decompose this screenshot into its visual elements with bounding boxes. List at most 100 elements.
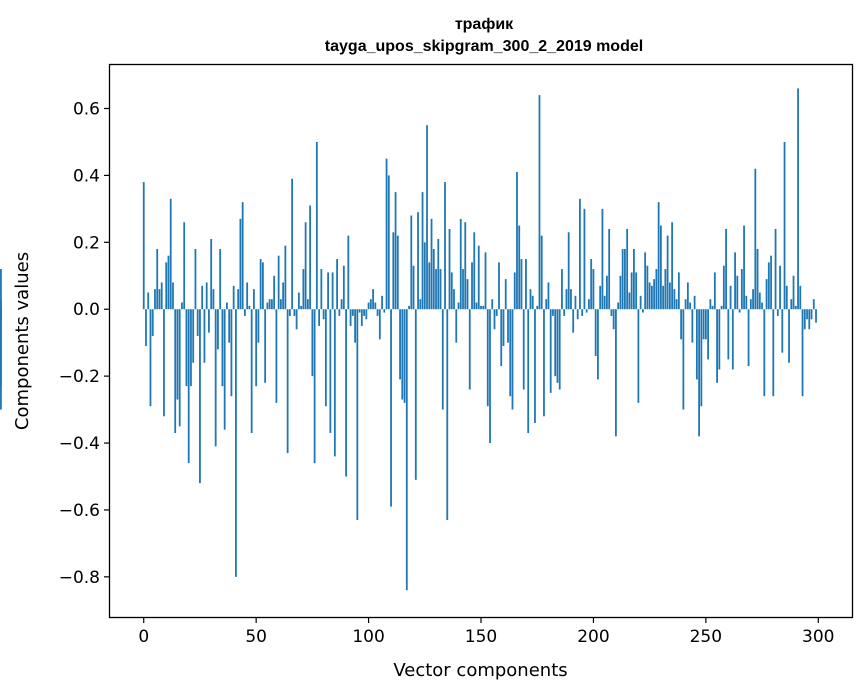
bar-138 <box>453 289 455 310</box>
bar-86 <box>336 259 338 310</box>
bar-75 <box>311 309 314 377</box>
bar-207 <box>608 228 611 310</box>
bar-52 <box>259 259 262 310</box>
bar-110 <box>390 309 392 507</box>
bar-19 <box>185 309 188 387</box>
bar-294 <box>803 309 806 330</box>
bar-291 <box>797 88 799 310</box>
bar-159 <box>500 309 503 367</box>
bar-160 <box>502 309 505 347</box>
bar-9 <box>163 309 165 417</box>
bar-69 <box>297 292 300 310</box>
bar-93 <box>351 309 354 316</box>
bar-171 <box>527 309 530 433</box>
bar-187 <box>563 309 566 316</box>
bar-277 <box>765 279 768 310</box>
bar-192 <box>574 295 577 310</box>
bar-279 <box>770 255 772 310</box>
bar-120 <box>412 265 415 310</box>
bar-68 <box>295 309 298 330</box>
bar-2 <box>147 292 150 310</box>
bar-284 <box>781 309 784 353</box>
bar-148 <box>475 302 478 310</box>
x-tick-label-0: 0 <box>138 627 149 647</box>
bar-268 <box>745 295 748 310</box>
bar-121 <box>414 309 417 480</box>
bar-109 <box>387 175 390 310</box>
bar-230 <box>659 225 662 310</box>
bar-88 <box>340 299 343 310</box>
bar-210 <box>615 309 617 437</box>
bar-231 <box>662 285 665 310</box>
bar-248 <box>700 309 703 407</box>
bar-167 <box>518 225 521 310</box>
bar-253 <box>711 305 714 310</box>
bar-135 <box>446 309 449 520</box>
bar-126 <box>426 125 428 310</box>
bar-44 <box>241 202 244 310</box>
bar-95 <box>356 309 359 520</box>
bar-26 <box>201 285 204 310</box>
bar-125 <box>423 242 426 310</box>
bar-143 <box>464 222 467 310</box>
bar-62 <box>282 282 285 310</box>
bar-22 <box>192 309 195 363</box>
bar-35 <box>221 309 224 387</box>
bar-18 <box>183 222 186 310</box>
bar-153 <box>486 309 489 407</box>
bar-131 <box>437 238 440 310</box>
bar-178 <box>543 309 545 417</box>
x-tick-label-250: 250 <box>690 627 722 647</box>
bar-157 <box>495 309 498 316</box>
bar-107 <box>383 309 386 313</box>
bar-193 <box>576 309 579 320</box>
bar-40 <box>232 285 235 310</box>
bar-158 <box>498 262 500 310</box>
bar-173 <box>531 295 534 310</box>
bar-13 <box>172 282 174 310</box>
bar-242 <box>686 282 689 310</box>
bar-197 <box>585 309 588 313</box>
bar-76 <box>313 309 316 464</box>
bar-264 <box>736 275 739 310</box>
bar-199 <box>590 259 593 310</box>
y-tick-label-5: 0.2 <box>73 233 100 253</box>
bar-235 <box>671 222 674 310</box>
bar-77 <box>315 141 318 310</box>
bar-280 <box>772 309 775 397</box>
bar-190 <box>570 289 572 310</box>
bar-71 <box>302 269 305 310</box>
bar-200 <box>592 269 595 310</box>
bar-74 <box>309 205 312 310</box>
bar-177 <box>540 235 543 310</box>
x-tick-label-200: 200 <box>577 627 609 647</box>
bar-281 <box>774 228 777 310</box>
bar-36 <box>223 309 226 430</box>
bar-25 <box>199 309 201 484</box>
bar-133 <box>441 309 444 410</box>
bar-176 <box>538 95 541 310</box>
bar-161 <box>504 279 507 310</box>
bar-295 <box>806 309 808 320</box>
bar-45 <box>244 309 246 316</box>
bar-108 <box>385 158 388 310</box>
bar-266 <box>740 269 743 310</box>
bar-66 <box>291 178 294 310</box>
bar-21 <box>190 309 192 387</box>
bar-297 <box>810 309 813 320</box>
bar-252 <box>709 299 712 310</box>
bar-132 <box>439 269 442 310</box>
bar-183 <box>554 309 557 377</box>
bar-282 <box>776 309 779 316</box>
bar-263 <box>734 252 736 310</box>
y-tick-label-3: −0.2 <box>59 367 100 387</box>
bar-236 <box>673 289 676 310</box>
bar-124 <box>421 192 424 310</box>
bar-65 <box>288 309 291 316</box>
bar-285 <box>783 141 786 310</box>
bar-51 <box>257 309 260 343</box>
bar-84 <box>331 272 334 310</box>
bar-182 <box>552 309 554 316</box>
bar-31 <box>212 289 215 310</box>
